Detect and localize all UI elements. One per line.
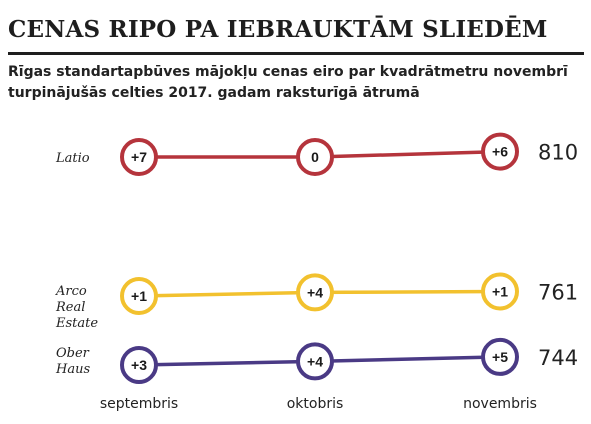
point-marker	[296, 138, 334, 176]
series-label-ober-haus: Ober Haus	[55, 346, 90, 377]
point-marker	[481, 132, 519, 171]
final-value-latio: 810	[538, 141, 578, 165]
point-ober-haus-oktobris: +4	[296, 342, 334, 381]
series-label-line: Ober	[56, 346, 90, 361]
point-latio-septembris: +7	[120, 138, 158, 176]
series-label-line: Arco	[55, 284, 87, 299]
point-change-label: +1	[492, 284, 508, 300]
headline: CENAS RIPO PA IEBRAUKTĀM SLIEDĒM	[8, 16, 548, 43]
final-value-ober-haus: 744	[538, 346, 578, 370]
point-marker	[120, 277, 158, 315]
series-latio: +7 0 +6 810 Latio	[55, 132, 578, 176]
subtitle-line-2: turpinājušās celties 2017. gadam rakstur…	[8, 85, 420, 101]
series-ober-haus: +3 +4 +5 744 Ober Haus	[55, 337, 578, 384]
series-arco-real-estate: +1 +4 +1 761 Arco Real Estate	[55, 272, 578, 331]
final-value-arco-real-estate: 761	[538, 281, 578, 305]
point-change-label: 0	[311, 149, 319, 165]
x-tick-label-septembris: septembris	[100, 396, 178, 412]
point-change-label: +4	[307, 284, 323, 300]
series-label-line: Estate	[55, 316, 98, 331]
chart-subtitle: Rīgas standartapbūves mājokļu cenas eiro…	[8, 62, 568, 104]
subtitle-line-1: Rīgas standartapbūves mājokļu cenas eiro…	[8, 64, 568, 80]
point-change-label: +7	[131, 149, 147, 165]
point-marker	[481, 337, 519, 376]
point-latio-novembris: +6	[481, 132, 519, 171]
point-change-label: +4	[307, 353, 323, 369]
x-tick-label-novembris: novembris	[463, 396, 537, 412]
point-marker	[481, 272, 519, 311]
point-change-label: +1	[131, 288, 147, 304]
point-latio-oktobris: 0	[296, 138, 334, 176]
point-arco-real-estate-novembris: +1	[481, 272, 519, 311]
point-arco-real-estate-septembris: +1	[120, 277, 158, 315]
series-label-line: Latio	[55, 151, 90, 166]
point-arco-real-estate-oktobris: +4	[296, 273, 334, 312]
point-ober-haus-septembris: +3	[120, 346, 158, 384]
point-change-label: +6	[492, 144, 508, 160]
point-marker	[120, 346, 158, 384]
series-label-line: Haus	[55, 362, 90, 377]
point-change-label: +5	[492, 349, 508, 365]
point-ober-haus-novembris: +5	[481, 337, 519, 376]
point-marker	[120, 138, 158, 176]
series-label-arco-real-estate: Arco Real Estate	[55, 284, 98, 331]
series-label-latio: Latio	[55, 151, 90, 166]
point-marker	[296, 342, 334, 381]
x-tick-label-oktobris: oktobris	[287, 396, 344, 412]
point-change-label: +3	[131, 357, 147, 373]
point-marker	[296, 273, 334, 312]
series-label-line: Real	[55, 300, 85, 315]
headline-rule	[8, 52, 584, 55]
